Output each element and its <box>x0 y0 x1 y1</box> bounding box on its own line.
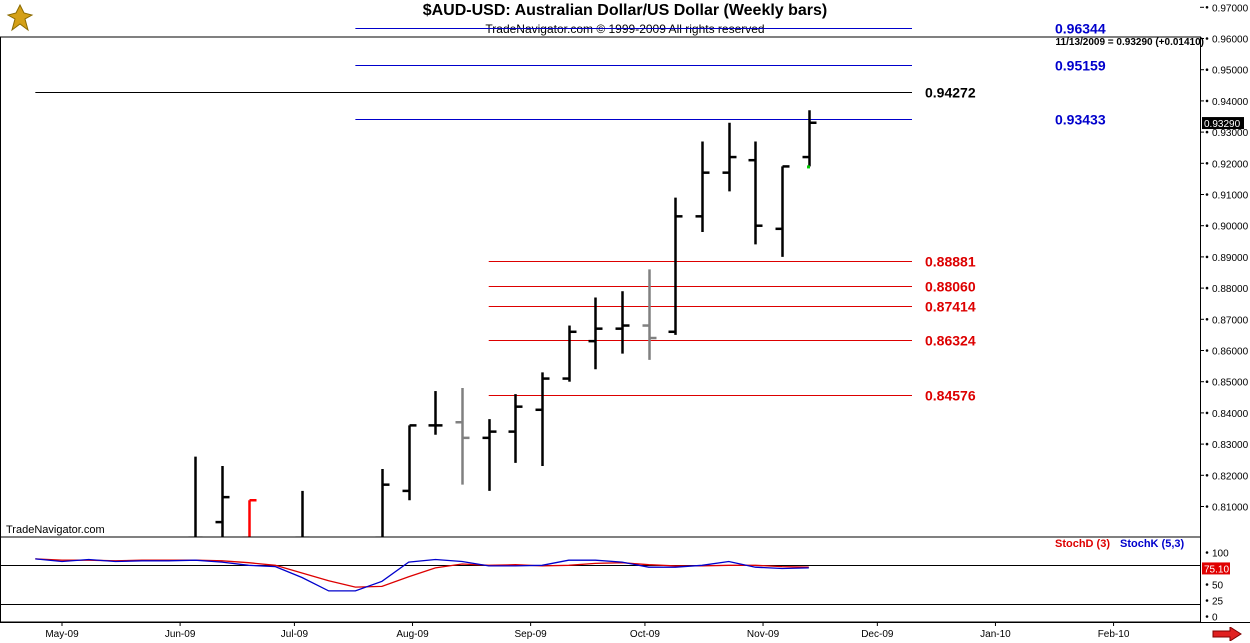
ind-tick-dot <box>1205 551 1209 554</box>
y-tick-label: 0.94000 <box>1212 97 1249 108</box>
ind-series-line <box>35 558 809 592</box>
watermark: TradeNavigator.com <box>6 524 105 536</box>
x-tick-label: Aug-09 <box>396 629 429 640</box>
y-tick-dot <box>1205 505 1209 508</box>
ind-last-value-box <box>1202 562 1230 575</box>
y-tick-label: 0.87000 <box>1212 315 1249 326</box>
price-levels: 0.96344 0.95159 0.94272 0.93433 0.88881 0.880… <box>35 21 1106 404</box>
logo <box>6 3 34 32</box>
y-tick-label: 0.96000 <box>1212 35 1249 46</box>
chart-title: $AUD-USD: Australian Dollar/US Dollar (W… <box>422 2 828 19</box>
y-tick-label: 0.82000 <box>1212 471 1249 482</box>
level-label: 0.86324 <box>925 333 976 349</box>
x-tick-label: Nov-09 <box>747 629 780 640</box>
ind-last-value-label: 75.10 <box>1204 564 1229 575</box>
y-tick-dot <box>1205 224 1209 227</box>
scroll-right-arrow-icon[interactable] <box>1212 627 1242 641</box>
y-tick-dot <box>1205 286 1209 290</box>
ind-tick-dot <box>1205 599 1209 602</box>
x-tick-label: Jan-10 <box>980 629 1011 640</box>
x-axis: May-09 Jun-09 Jul-09 Aug-09 Sep-09 Oct-09 Nov-… <box>0 622 1250 640</box>
x-tick-label: Feb-10 <box>1098 629 1130 640</box>
y-tick-dot <box>1205 442 1209 446</box>
y-tick-label: 0.95000 <box>1212 66 1249 77</box>
y-tick-dot <box>1205 162 1209 165</box>
level-label: 0.93433 <box>1055 112 1106 128</box>
level-label: 0.88881 <box>925 254 976 270</box>
y-tick-label: 0.84000 <box>1212 409 1249 420</box>
y-tick-dot <box>1205 130 1209 134</box>
level-label: 0.96344 <box>1055 21 1106 37</box>
y-tick-label: 0.86000 <box>1212 347 1249 358</box>
ind-tick-dot <box>1205 615 1209 618</box>
level-label: 0.88060 <box>925 279 976 295</box>
y-tick-label: 0.97000 <box>1212 3 1249 14</box>
level-label: 0.95159 <box>1055 58 1106 74</box>
y-tick-label: 0.90000 <box>1212 222 1249 233</box>
y-tick-dot <box>1205 349 1209 352</box>
y-tick-label: 0.92000 <box>1212 159 1249 170</box>
logo-emblem-icon <box>6 3 34 32</box>
y-tick-dot <box>1205 37 1209 40</box>
y-tick-dot <box>1205 99 1209 103</box>
level-label: 0.84576 <box>925 388 976 404</box>
x-tick-label: May-09 <box>45 629 79 640</box>
y-tick-dot <box>1205 6 1209 9</box>
last-price-label: 0.93290 <box>1204 119 1241 130</box>
level-label: 0.87414 <box>925 299 976 315</box>
x-tick-label: Oct-09 <box>630 629 660 640</box>
ind-tick-label: 25 <box>1212 597 1224 608</box>
level-label: 0.94272 <box>925 85 976 101</box>
indicator-pane: 100755025075.10 <box>0 536 1230 624</box>
y-tick-label: 0.81000 <box>1212 503 1249 514</box>
y-tick-dot <box>1205 318 1209 321</box>
price-readout: 11/13/2009 = 0.93290 (+0.01410) <box>1055 37 1204 48</box>
ind-tick-label: 100 <box>1212 549 1229 560</box>
y-tick-label: 0.88000 <box>1212 284 1249 295</box>
y-tick-dot <box>1205 255 1209 259</box>
ind-tick-label: 0 <box>1212 613 1218 624</box>
y-tick-label: 0.91000 <box>1212 191 1249 202</box>
price-pane: 0.97000 0.96000 0.95000 0.94000 0.93000 0.920… <box>0 3 1249 538</box>
price-bars <box>188 110 817 537</box>
y-tick-dot <box>1205 380 1209 384</box>
indicator-pane-frame <box>0 536 1201 623</box>
ind-series-line <box>35 558 809 588</box>
y-tick-dot <box>1205 411 1209 415</box>
x-tick-label: Sep-09 <box>515 629 548 640</box>
y-tick-dot <box>1205 68 1209 71</box>
last-price-box <box>1202 117 1244 130</box>
last-bar-marker <box>807 165 810 169</box>
y-tick-label: 0.83000 <box>1212 440 1249 451</box>
y-tick-label: 0.89000 <box>1212 253 1249 264</box>
y-tick-label: 0.93000 <box>1212 128 1249 139</box>
x-tick-label: Dec-09 <box>861 629 894 640</box>
ind-tick-label: 50 <box>1212 581 1224 592</box>
x-tick-label: Jul-09 <box>281 629 309 640</box>
legend-stochk: StochK (5,3) <box>1120 538 1185 550</box>
y-tick-label: 0.85000 <box>1212 378 1249 389</box>
y-tick-dot <box>1205 474 1209 477</box>
legend-stochd: StochD (3) <box>1055 538 1110 550</box>
y-tick-dot <box>1205 193 1209 196</box>
ind-tick-dot <box>1205 583 1209 586</box>
x-tick-label: Jun-09 <box>165 629 196 640</box>
